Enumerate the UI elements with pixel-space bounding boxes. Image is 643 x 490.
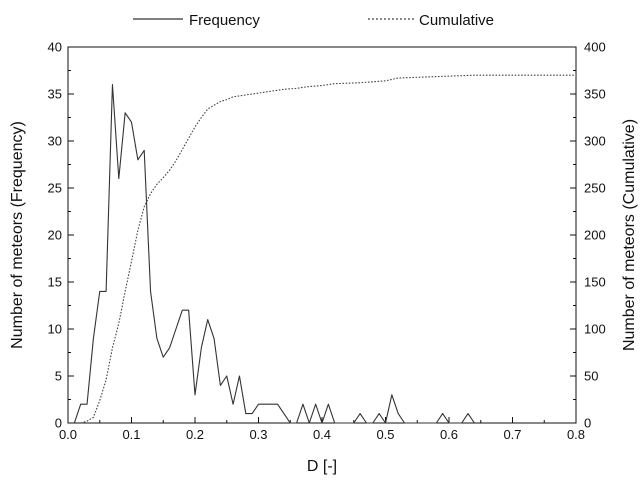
x-tick-label: 0.3 [249, 427, 267, 442]
y-right-tick-label: 0 [584, 416, 591, 431]
y-right-tick-label: 400 [584, 40, 606, 55]
x-tick-label: 0.0 [59, 427, 77, 442]
y-axis-right-title: Number of meteors (Cumulative) [621, 119, 638, 351]
series-layer [73, 74, 576, 424]
y-right-tick-label: 250 [584, 181, 606, 196]
x-tick-label: 0.2 [186, 427, 204, 442]
y-right-tick-label: 100 [584, 322, 606, 337]
y-axis-left: 0 5 10 15 20 25 30 35 40 [48, 40, 74, 431]
y-left-tick-label: 40 [48, 40, 62, 55]
series-cumulative [80, 74, 576, 424]
x-tick-label: 0.6 [440, 427, 458, 442]
y-right-tick-label: 50 [584, 369, 598, 384]
plot-area-frame [67, 46, 577, 424]
series-frequency [73, 84, 475, 424]
y-left-tick-label: 20 [48, 228, 62, 243]
y-right-tick-label: 300 [584, 134, 606, 149]
y-left-tick-label: 35 [48, 87, 62, 102]
x-tick-label: 0.5 [376, 427, 394, 442]
y-axis-right: 0 50 100 150 200 250 300 350 400 [570, 40, 606, 431]
y-axis-left-title: Number of meteors (Frequency) [9, 121, 26, 349]
legend: Frequency Cumulative [133, 12, 494, 29]
y-right-tick-label: 350 [584, 87, 606, 102]
x-tick-label: 0.4 [313, 427, 331, 442]
x-tick-label: 0.1 [122, 427, 140, 442]
x-axis-title: D [-] [307, 458, 337, 475]
y-right-tick-label: 200 [584, 228, 606, 243]
y-left-tick-label: 10 [48, 322, 62, 337]
y-left-tick-label: 30 [48, 134, 62, 149]
legend-cumulative-label: Cumulative [419, 12, 494, 29]
y-left-tick-label: 25 [48, 181, 62, 196]
x-tick-label: 0.8 [567, 427, 585, 442]
series-line-cumulative [80, 74, 576, 424]
y-left-tick-label: 15 [48, 275, 62, 290]
y-left-tick-label: 5 [55, 369, 62, 384]
x-axis: 0.0 0.1 0.2 0.3 0.4 0.5 0.6 0.7 0.8 [59, 417, 585, 442]
y-left-tick-label: 0 [55, 416, 62, 431]
x-tick-label: 0.7 [503, 427, 521, 442]
y-right-tick-label: 150 [584, 275, 606, 290]
legend-frequency-label: Frequency [189, 12, 260, 29]
series-line-frequency [73, 84, 475, 424]
